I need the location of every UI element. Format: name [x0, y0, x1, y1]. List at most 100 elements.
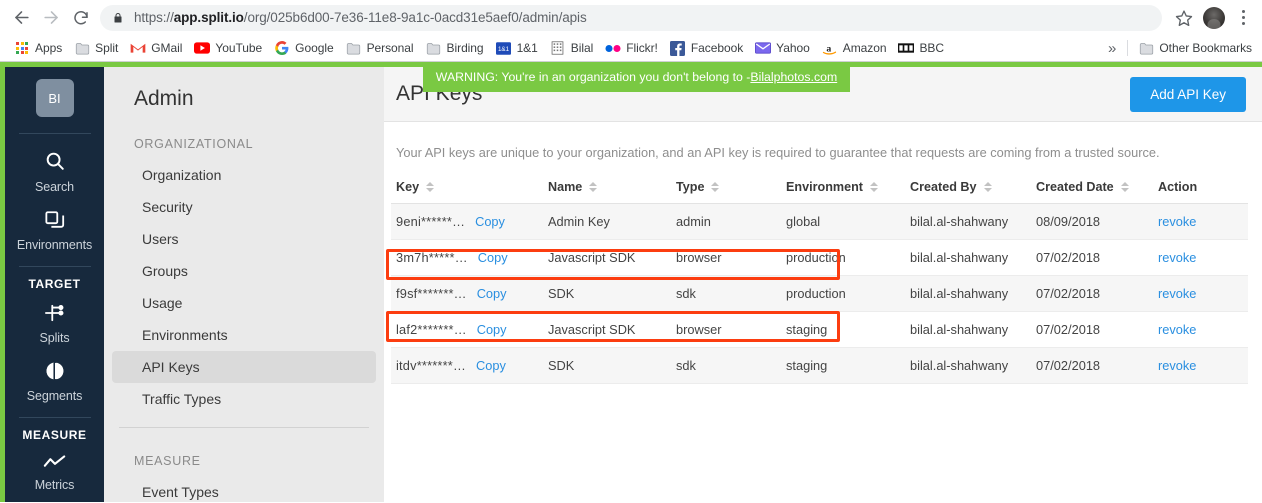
bookmark-google[interactable]: Google — [268, 37, 339, 59]
back-arrow-icon[interactable] — [6, 3, 36, 33]
cell-type: browser — [671, 239, 781, 276]
revoke-link[interactable]: revoke — [1158, 358, 1197, 373]
bookmark-1and1[interactable]: 1&1 1&1 — [490, 37, 544, 59]
table-row[interactable]: f9sf*******… Copy SDK sdk production bil… — [391, 275, 1248, 312]
url-text: https://app.split.io/org/025b6d00-7e36-1… — [134, 10, 587, 25]
column-label: Key — [396, 180, 420, 194]
bookmark-bilal[interactable]: Bilal — [544, 37, 599, 59]
reload-icon[interactable] — [66, 3, 96, 33]
column-header-type[interactable]: Type — [671, 174, 781, 204]
copy-key-link[interactable]: Copy — [475, 214, 505, 229]
sidebar-item-groups[interactable]: Groups — [142, 263, 188, 279]
warning-org-link[interactable]: Bilalphotos.com — [750, 70, 838, 84]
column-label: Created By — [910, 180, 977, 194]
copy-key-link[interactable]: Copy — [476, 322, 507, 337]
sort-arrows-icon[interactable] — [589, 182, 598, 192]
table-row[interactable]: 9eni******… Copy Admin Key admin global … — [391, 203, 1248, 240]
cell-action: revoke — [1153, 203, 1248, 240]
bookmark-birding[interactable]: Birding — [420, 37, 490, 59]
star-bookmark-icon[interactable] — [1170, 4, 1198, 32]
address-bar[interactable]: https://app.split.io/org/025b6d00-7e36-1… — [100, 4, 1162, 31]
column-header-key[interactable]: Key — [391, 174, 543, 204]
sidebar-item-environments[interactable]: Environments — [142, 327, 228, 343]
column-header-created-date[interactable]: Created Date — [1031, 174, 1153, 204]
cell-environment: staging — [781, 347, 905, 384]
cell-environment: staging — [781, 311, 905, 348]
bookmark-personal[interactable]: Personal — [340, 37, 420, 59]
cell-action: revoke — [1153, 239, 1248, 276]
bookmark-yahoo[interactable]: Yahoo — [749, 37, 816, 59]
revoke-link[interactable]: revoke — [1158, 286, 1197, 301]
rail-item-metrics[interactable]: Metrics — [5, 448, 104, 502]
main-inner: Your API keys are unique to your organiz… — [384, 122, 1262, 384]
revoke-link[interactable]: revoke — [1158, 214, 1197, 229]
rail-item-splits[interactable]: Splits — [5, 297, 104, 355]
rail-item-label: Environments — [16, 238, 93, 252]
sort-arrows-icon[interactable] — [869, 182, 878, 192]
admin-sidebar: Admin ORGANIZATIONAL Organization Securi… — [104, 67, 384, 502]
admin-sidebar-divider — [119, 427, 369, 428]
bookmarks-overflow-button[interactable]: » — [1108, 39, 1117, 57]
bookmarks-divider — [1127, 40, 1129, 56]
rail-divider — [18, 417, 91, 418]
rail-section-target: TARGET — [28, 277, 81, 291]
sort-arrows-icon[interactable] — [1120, 182, 1129, 192]
cell-key: itdv*******… Copy — [391, 347, 543, 384]
cell-type: admin — [671, 203, 781, 240]
rail-item-label: Segments — [26, 389, 83, 403]
cell-action: revoke — [1153, 275, 1248, 312]
bookmark-gmail[interactable]: GMail — [124, 37, 188, 59]
copy-key-link[interactable]: Copy — [477, 250, 508, 265]
add-api-key-button[interactable]: Add API Key — [1130, 76, 1246, 112]
admin-title: Admin — [134, 87, 194, 110]
sidebar-item-api-keys[interactable]: API Keys — [112, 351, 376, 383]
bookmark-flickr[interactable]: Flickr! — [599, 37, 664, 59]
table-row[interactable]: 3m7h*****… Copy Javascript SDK browser p… — [391, 239, 1248, 276]
sidebar-item-users[interactable]: Users — [142, 231, 179, 247]
copy-key-link[interactable]: Copy — [476, 286, 507, 301]
table-row[interactable]: itdv*******… Copy SDK sdk staging bilal.… — [391, 347, 1248, 384]
sidebar-item-organization[interactable]: Organization — [142, 167, 222, 183]
rail-item-environments[interactable]: Environments — [5, 204, 104, 262]
three-dot-menu-icon[interactable] — [1230, 4, 1256, 32]
sidebar-item-usage[interactable]: Usage — [142, 295, 183, 311]
bookmark-apps[interactable]: Apps — [8, 37, 68, 59]
bookmark-bbc[interactable]: BBC — [892, 37, 950, 59]
sort-arrows-icon[interactable] — [983, 182, 992, 192]
bookmark-label: Other Bookmarks — [1159, 41, 1252, 55]
rail-item-label: Metrics — [34, 478, 75, 492]
column-header-environment[interactable]: Environment — [781, 174, 905, 204]
bookmark-facebook[interactable]: Facebook — [664, 37, 749, 59]
revoke-link[interactable]: revoke — [1158, 250, 1197, 265]
forward-arrow-icon[interactable] — [36, 3, 66, 33]
bookmark-label: GMail — [151, 41, 183, 55]
column-header-created-by[interactable]: Created By — [905, 174, 1031, 204]
cell-created-date: 07/02/2018 — [1031, 275, 1153, 312]
sidebar-item-security[interactable]: Security — [142, 199, 193, 215]
copy-key-link[interactable]: Copy — [475, 358, 506, 373]
organization-warning-banner: WARNING: You're in an organization you d… — [423, 62, 850, 92]
cell-key: 9eni******… Copy — [391, 203, 543, 240]
bookmark-amazon[interactable]: a Amazon — [816, 37, 893, 59]
rail-item-search[interactable]: Search — [5, 144, 104, 204]
sort-arrows-icon[interactable] — [711, 182, 720, 192]
sidebar-item-traffic-types[interactable]: Traffic Types — [142, 391, 222, 407]
bookmark-youtube[interactable]: YouTube — [188, 37, 268, 59]
bookmark-label: Google — [295, 41, 334, 55]
rail-divider — [18, 266, 91, 267]
cell-created-by: bilal.al-shahwany — [905, 311, 1031, 348]
api-key-masked: laf2*******… — [396, 322, 467, 337]
rail-item-segments[interactable]: Segments — [5, 355, 104, 413]
avatar[interactable]: BI — [35, 79, 74, 117]
user-avatar-photo[interactable] — [1203, 6, 1225, 29]
cell-environment: global — [781, 203, 905, 240]
revoke-link[interactable]: revoke — [1158, 322, 1197, 337]
svg-text:a: a — [827, 43, 832, 54]
bookmark-other-bookmarks[interactable]: Other Bookmarks — [1132, 37, 1258, 59]
cell-type: sdk — [671, 347, 781, 384]
column-header-name[interactable]: Name — [543, 174, 671, 204]
sidebar-item-event-types[interactable]: Event Types — [142, 484, 219, 500]
table-row[interactable]: laf2*******… Copy Javascript SDK browser… — [391, 311, 1248, 348]
bookmark-split[interactable]: Split — [68, 37, 124, 59]
sort-arrows-icon[interactable] — [426, 182, 435, 192]
